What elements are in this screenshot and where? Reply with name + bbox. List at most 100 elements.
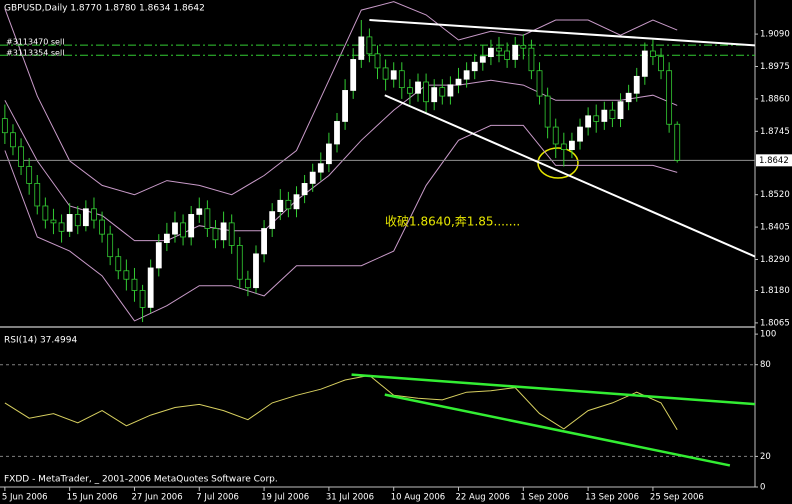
rsi-title: RSI(14) 37.4994 — [4, 336, 77, 346]
candle-body — [334, 121, 340, 145]
x-tick-label: 1 Sep 2006 — [520, 493, 568, 503]
candle-body — [601, 109, 608, 122]
candle-body — [26, 166, 33, 184]
candle-body — [374, 53, 381, 69]
y-tick-label: 1.8520 — [760, 190, 790, 200]
candle-body — [99, 219, 105, 235]
candle-body — [350, 59, 357, 91]
candle-body — [488, 47, 494, 58]
candle-body — [253, 253, 259, 289]
candle-body — [18, 146, 24, 167]
candle-body — [163, 233, 170, 243]
y-tick-label: 1.8860 — [760, 94, 790, 104]
candle-body — [301, 183, 308, 196]
candle-body — [593, 115, 600, 122]
bollinger-lower — [4, 124, 678, 322]
candle-body — [342, 90, 348, 122]
candle-body — [463, 70, 470, 80]
candle-body — [172, 222, 178, 235]
chart-title: GBPUSD,Daily 1.8770 1.8780 1.8634 1.8642 — [4, 4, 205, 14]
candle-body — [455, 78, 462, 86]
candle-body — [1, 118, 8, 134]
candle-body — [520, 44, 527, 49]
candle-body — [390, 70, 397, 80]
candle-body — [415, 81, 421, 94]
candle-body — [269, 211, 276, 229]
candle-body — [204, 208, 211, 229]
candle-body — [569, 140, 575, 151]
candle-body — [212, 228, 219, 241]
candle-body — [317, 163, 324, 173]
candle-body — [585, 115, 592, 128]
price-plot — [0, 1, 755, 323]
y-tick-label: 1.9090 — [760, 30, 790, 40]
candle-body — [366, 36, 373, 55]
candle-body — [439, 87, 446, 97]
candle-body — [544, 95, 551, 128]
candle-body — [560, 143, 567, 151]
annotation: 收破1.8640,奔1.85....... — [385, 214, 520, 229]
current-price-box — [756, 154, 792, 167]
candle-body — [617, 101, 624, 120]
candle-body — [58, 222, 65, 232]
x-tick-label: 13 Sep 2006 — [585, 493, 639, 503]
candle-body — [261, 228, 267, 255]
candle-body — [536, 70, 543, 97]
candle-body — [115, 256, 122, 272]
order-label: #3113470 sell — [6, 38, 64, 47]
x-tick-label: 22 Aug 2006 — [456, 493, 510, 503]
candle-body — [666, 70, 673, 125]
current-price-label: 1.8642 — [759, 156, 789, 166]
x-tick-label: 31 Jul 2006 — [326, 493, 374, 503]
x-tick-label: 15 Jun 2006 — [67, 493, 118, 503]
candle-body — [244, 278, 251, 289]
x-tick-label: 25 Sep 2006 — [650, 493, 704, 503]
candle-body — [236, 245, 243, 280]
candle-body — [131, 278, 138, 291]
candle-body — [674, 123, 681, 161]
candle-body — [196, 208, 203, 215]
bollinger-upper — [4, 1, 678, 196]
candle-body — [650, 50, 656, 58]
candle-body — [34, 183, 41, 207]
candle-body — [228, 222, 235, 246]
candle-body — [180, 222, 186, 238]
candle-body — [528, 47, 535, 72]
y-tick-label: 1.8405 — [760, 223, 790, 233]
panel-separator — [0, 326, 755, 328]
candle-body — [641, 50, 648, 77]
order-label: #3113354 sell — [6, 49, 64, 58]
candle-body — [277, 199, 284, 213]
x-tick-label: 7 Jul 2006 — [196, 493, 239, 503]
candle-body — [155, 242, 162, 269]
footer: FXDD - MetaTrader, _ 2001-2006 MetaQuote… — [4, 475, 278, 485]
candle-body — [325, 143, 332, 165]
trendline — [384, 94, 755, 258]
y-tick-label: 0 — [760, 483, 765, 493]
candle-body — [577, 126, 583, 142]
candle-body — [66, 214, 73, 232]
y-tick-label: 1.8180 — [760, 286, 790, 296]
candle-body — [285, 199, 292, 210]
candle-body — [293, 194, 300, 210]
rsi-plot — [0, 364, 755, 467]
candle-body — [10, 132, 16, 148]
candle-body — [398, 70, 405, 89]
candle-body — [107, 233, 114, 258]
bollinger-middle — [4, 79, 678, 242]
y-tick-label: 1.8065 — [760, 318, 790, 328]
candle-body — [625, 92, 632, 103]
candle-body — [633, 75, 640, 94]
candle-body — [382, 67, 389, 80]
candle-body — [123, 270, 130, 280]
candle-body — [552, 126, 559, 145]
candle-body — [504, 50, 511, 60]
candle-body — [188, 214, 195, 238]
candle-body — [407, 87, 413, 94]
candle-body — [358, 36, 365, 60]
y-tick-label: 1.8290 — [760, 255, 790, 265]
trendline — [384, 393, 731, 467]
rsi-line — [4, 374, 678, 430]
y-tick-label: 100 — [760, 330, 776, 340]
trendline — [351, 373, 755, 406]
